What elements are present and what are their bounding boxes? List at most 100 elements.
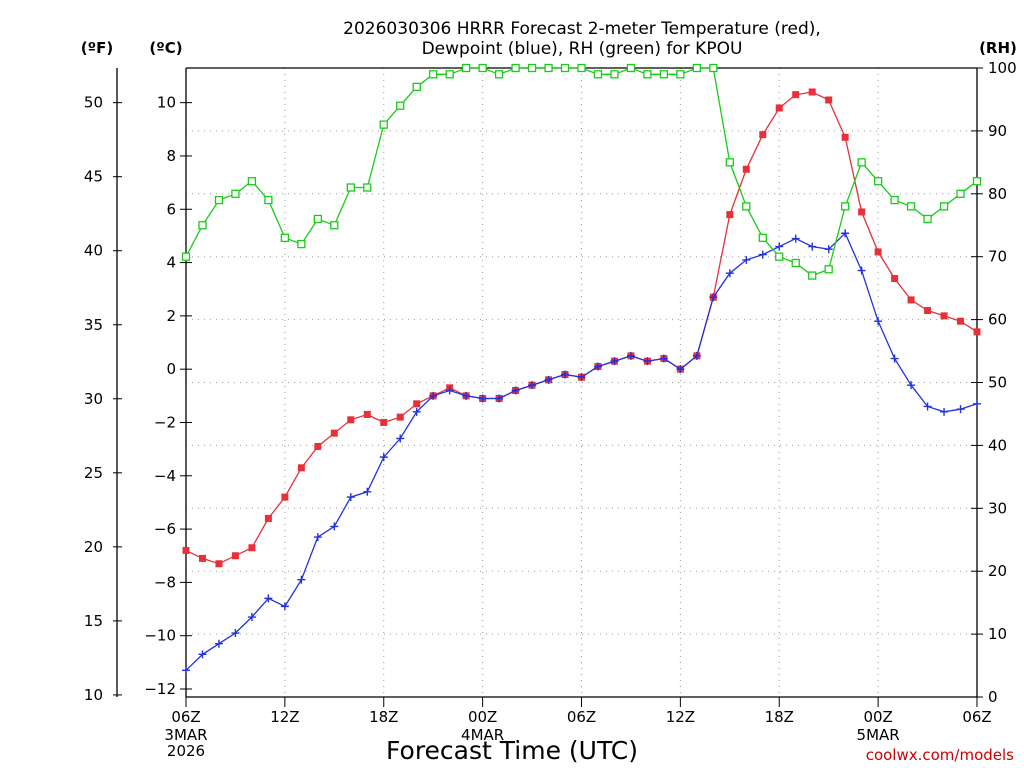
rh-point [560,63,570,73]
rh-point [791,258,800,268]
rh-tick-label: 50 [988,374,1007,392]
temperature-point [874,248,882,256]
rh-tick-label: 0 [988,688,998,706]
rh-point [429,70,438,79]
fahrenheit-tick-label: 35 [84,316,103,334]
dewpoint-point [659,354,668,363]
rh-point [231,189,240,198]
rh-point [461,63,471,73]
dewpoint-point [478,394,487,403]
x-tick-label: 06Z [171,708,200,726]
fahrenheit-tick-label: 50 [84,94,103,112]
fahrenheit-axis-unit: (ºF) [81,39,113,57]
rh-point [659,70,669,79]
rh-point [297,239,306,249]
temperature-point [775,104,783,112]
x-tick-label: 06Z [962,708,991,726]
rh-point [725,158,734,167]
temperature-point [231,552,239,560]
rh-point [544,63,553,73]
rh-point [527,63,537,73]
dewpoint-point [264,594,273,603]
dewpoint-point [626,351,635,360]
series-layer [181,63,982,675]
temperature-point [264,514,272,522]
dewpoint-point [973,399,981,408]
dewpoint-point [429,391,438,400]
temperature-point [297,464,305,472]
dewpoint-point [363,487,372,496]
temperature-point [924,307,932,315]
temperature-point [182,546,190,554]
rh-tick-label: 60 [988,311,1007,329]
x-tick-label: 18Z [369,708,398,726]
rh-point [939,202,949,211]
temperature-point [396,413,404,421]
celsius-tick-label: 2 [166,307,176,325]
dewpoint-point [330,522,339,531]
dewpoint-point [280,602,289,611]
dewpoint-point [857,266,866,275]
dewpoint-point [907,381,916,390]
rh-tick-label: 90 [988,122,1007,140]
dewpoint-point [676,365,685,374]
x-tick-label: 12Z [270,708,299,726]
rh-tick-label: 30 [988,499,1007,517]
celsius-tick-label: 6 [166,200,176,218]
x-tick-label: 12Z [666,708,695,726]
rh-tick-label: 20 [988,562,1007,580]
rh-point [890,195,899,205]
fahrenheit-tick-label: 10 [84,686,103,704]
dewpoint-point [577,373,586,382]
chart-title-line-2: Dewpoint (blue), RH (green) for KPOU [422,39,743,59]
watermark: coolwx.com/models [866,746,1014,764]
temperature-point [314,442,322,450]
temperature-point [808,88,816,96]
temperature-point [413,400,421,408]
rh-point [494,70,504,79]
temperature-point [973,328,981,336]
x-tick-label: 00Z [468,708,497,726]
dewpoint-point [956,405,965,414]
dewpoint-point [791,234,800,243]
temperature-point [841,133,849,141]
temperature-point [248,544,256,552]
fahrenheit-tick-label: 30 [84,390,103,408]
dewpoint-point [890,354,899,363]
temperature-point [330,429,338,437]
dewpoint-point [511,386,520,395]
celsius-tick-label: −12 [144,680,176,698]
rh-point [692,63,702,73]
x-axis-label: Forecast Time (UTC) [386,736,638,765]
rh-point [808,271,817,280]
dewpoint-point [758,250,767,259]
rh-point [313,214,322,224]
rh-point [198,221,207,230]
rh-point [923,214,932,224]
x-tick-label: 06Z [567,708,596,726]
rh-point [346,183,355,192]
dewpoint-point [643,357,652,366]
x-tick-label: 00Z [863,708,892,726]
rh-tick-label: 70 [988,248,1007,266]
dewpoint-point [231,629,240,638]
rh-point [873,177,883,186]
temperature-point [742,165,750,173]
celsius-tick-label: 0 [166,360,176,378]
rh-point [412,82,421,92]
dewpoint-series-line [185,232,978,671]
rh-point [956,189,965,198]
rh-tick-label: 100 [988,59,1017,77]
x-tick-label: 18Z [765,708,794,726]
rh-point [824,265,833,274]
temperature-point [858,208,866,216]
rh-point [445,70,454,79]
rh-point [330,221,339,230]
rh-point [972,177,982,186]
rh-point [643,70,652,79]
dewpoint-point [775,242,784,251]
temperature-point [198,554,206,562]
rh-point [577,63,586,73]
celsius-tick-label: −6 [154,520,176,538]
